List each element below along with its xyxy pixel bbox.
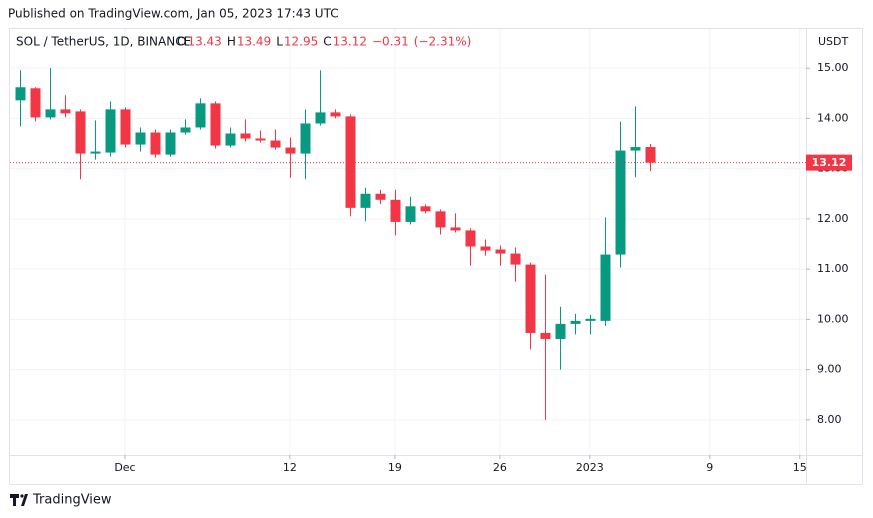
candle-body	[195, 103, 206, 128]
x-tick-label: 9	[706, 461, 713, 474]
x-tick-label: 26	[493, 461, 507, 474]
candle-body	[450, 227, 461, 231]
candle-body	[45, 109, 56, 118]
price-label: 13.12	[812, 156, 847, 169]
ohlc-value: 13.12	[333, 35, 367, 49]
x-tick-label: 15	[793, 461, 807, 474]
candle-body	[120, 109, 131, 145]
candle-body	[480, 246, 491, 251]
price-label-box	[806, 154, 852, 171]
y-tick-label: 10.00	[817, 312, 849, 325]
grid	[10, 29, 806, 455]
candle-body	[225, 133, 236, 146]
logo: TradingView	[10, 493, 112, 508]
candle-body	[405, 206, 416, 222]
candle-body	[375, 193, 386, 200]
candle-body	[90, 151, 101, 154]
candle-body	[630, 147, 641, 151]
axis-unit: USDT	[818, 35, 849, 48]
symbol-legend: SOL / TetherUS, 1D, BINANCE O 13.43 H 13.49…	[16, 35, 471, 49]
change-pct: (−2.31%)	[414, 35, 472, 49]
candle-body	[30, 88, 41, 118]
candle-body	[255, 138, 266, 141]
candle-body	[555, 323, 566, 339]
chart-frame	[9, 28, 863, 485]
ohlc-key: C	[323, 35, 331, 49]
candle-body	[645, 147, 656, 163]
x-tick-label: 2023	[576, 461, 604, 474]
candle-body	[15, 87, 26, 101]
candle-body	[315, 112, 326, 124]
ohlc-value: 13.49	[237, 35, 271, 49]
candle-body	[150, 132, 161, 155]
ohlc-value: 12.95	[284, 35, 318, 49]
candle-body	[105, 109, 116, 153]
ohlc-key: H	[227, 35, 236, 49]
change: −0.31	[372, 35, 409, 49]
candle-body	[600, 254, 611, 321]
ohlc-value: 13.43	[187, 35, 221, 49]
y-tick-label: 14.00	[817, 111, 849, 124]
candle-body	[360, 193, 371, 208]
candle-body	[240, 133, 251, 139]
candle-body	[270, 140, 281, 148]
logo-dot	[20, 494, 24, 498]
candle-body	[300, 123, 311, 154]
candle-body	[60, 109, 71, 114]
symbol: SOL / TetherUS, 1D, BINANCE	[16, 35, 191, 49]
y-tick-label: 12.00	[817, 212, 849, 225]
candle-body	[495, 249, 506, 254]
y-tick-label: 11.00	[817, 262, 849, 275]
logo-text: TradingView	[32, 493, 112, 508]
candle-body	[285, 147, 296, 154]
y-tick-label: 8.00	[817, 413, 842, 426]
candle-body	[570, 320, 581, 324]
candle-body	[435, 211, 446, 228]
candle-body	[135, 132, 146, 145]
y-tick-label: 15.00	[817, 61, 849, 74]
candles	[10, 68, 806, 420]
candle-body	[390, 199, 401, 222]
candle-body	[330, 112, 341, 117]
published-note: Published on TradingView.com, Jan 05, 20…	[8, 7, 339, 21]
candle-body	[345, 116, 356, 208]
candle-body	[165, 132, 176, 155]
x-tick-label: Dec	[114, 461, 135, 474]
candle-body	[540, 332, 551, 339]
candle-body	[75, 111, 86, 154]
y-tick-label: 9.00	[817, 363, 842, 376]
candle-body	[210, 103, 221, 146]
candle-body	[585, 318, 596, 321]
candle-body	[465, 230, 476, 247]
ohlc-key: O	[177, 35, 186, 49]
logo-icon	[10, 494, 28, 506]
ohlc-key: L	[276, 35, 283, 49]
candle-body	[420, 206, 431, 212]
candle-body	[180, 127, 191, 133]
candle-body	[510, 253, 521, 265]
x-tick-label: 12	[283, 461, 297, 474]
x-tick-label: 19	[388, 461, 402, 474]
candle-body	[615, 150, 626, 255]
candle-body	[525, 264, 536, 333]
